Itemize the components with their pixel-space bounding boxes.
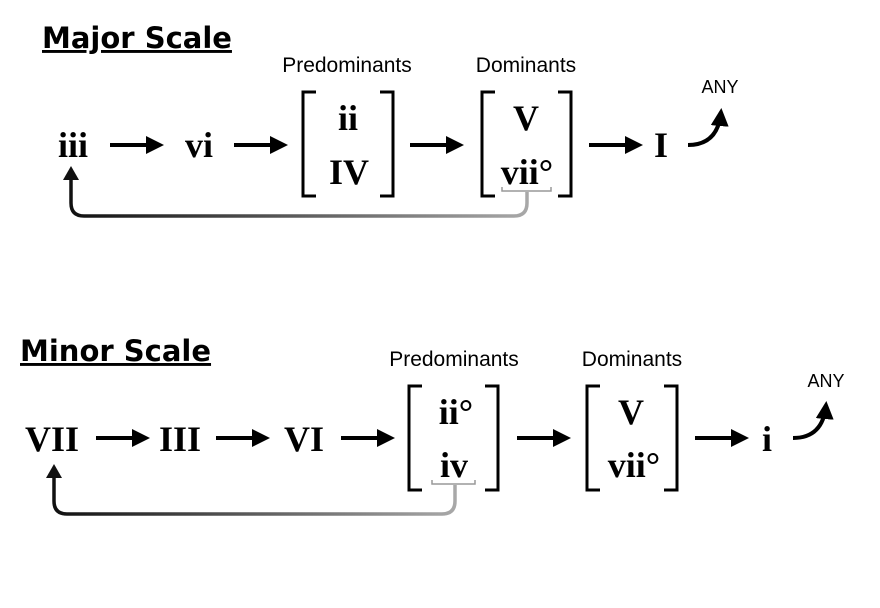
major-scale-title: Major Scale (42, 21, 232, 55)
major-chord-V: V (513, 98, 539, 138)
major-dominants-label: Dominants (476, 54, 576, 77)
major-dominants-bracket-right (558, 90, 573, 198)
minor-chord-iv: iv (440, 445, 468, 485)
major-chord-vii-dim: vii° (501, 152, 553, 192)
major-vii-underbrace (501, 187, 552, 192)
minor-predominants-label: Predominants (389, 348, 519, 371)
minor-chord-vii-dim: vii° (608, 445, 660, 485)
minor-predominants-bracket-right (485, 384, 500, 492)
minor-chord-i: i (762, 419, 772, 459)
major-predominants-bracket-left (301, 90, 316, 198)
minor-dominants-label: Dominants (582, 348, 682, 371)
minor-chord-VI: VI (284, 419, 324, 459)
minor-chord-III: III (159, 419, 201, 459)
minor-dominants-bracket-right (664, 384, 679, 492)
major-any-label: ANY (701, 77, 738, 97)
major-dominants-bracket-left (480, 90, 495, 198)
minor-iv-underbrace (431, 480, 476, 485)
minor-predominants-bracket-left (407, 384, 422, 492)
minor-any-arrow (792, 401, 834, 440)
minor-chord-V: V (618, 392, 644, 432)
major-any-arrow (687, 108, 729, 147)
major-chord-IV: IV (329, 152, 369, 192)
major-chord-I: I (654, 125, 668, 165)
major-predominants-bracket-right (380, 90, 395, 198)
minor-scale-title: Minor Scale (20, 334, 211, 368)
minor-loop-arrow (52, 476, 457, 516)
minor-scale-section: Minor Scale Predominants Dominants VII I… (20, 334, 845, 516)
major-predominants-label: Predominants (282, 54, 412, 77)
major-loop-arrowhead (63, 166, 79, 180)
minor-chord-ii-dim: ii° (439, 392, 473, 432)
major-scale-section: Major Scale Predominants Dominants iii v… (42, 21, 739, 218)
major-chord-ii: ii (338, 98, 358, 138)
major-chord-vi: vi (185, 125, 213, 165)
minor-any-label: ANY (807, 371, 844, 391)
minor-dominants-bracket-left (585, 384, 600, 492)
major-chord-iii: iii (58, 125, 88, 165)
minor-chord-VII: VII (25, 419, 79, 459)
major-loop-arrow (69, 178, 529, 218)
minor-loop-arrowhead (46, 464, 62, 478)
